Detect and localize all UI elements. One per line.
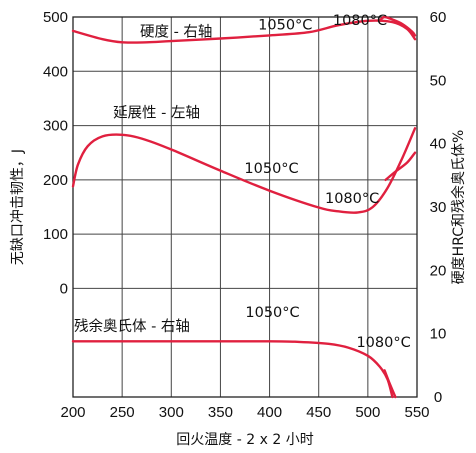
y-right-axis-label: 硬度HRC和残余奥氏体% (450, 130, 467, 285)
annotation-label: 1080°C (356, 335, 410, 351)
y-right-tick-label: 10 (430, 326, 447, 343)
annotation-label: 残余奥氏体 - 右轴 (74, 317, 190, 335)
series-line (71, 127, 417, 214)
y-left-axis-label: 无缺口冲击韧性，J (10, 149, 26, 265)
annotation-label: 1050°C (245, 305, 299, 321)
x-tick-label: 250 (110, 404, 135, 421)
y-left-tick-label: 200 (43, 172, 68, 189)
y-right-tick-label: 50 (430, 72, 447, 89)
x-tick-label: 500 (355, 404, 380, 421)
x-tick-label: 350 (208, 404, 233, 421)
annotation-label: 延展性 - 左轴 (113, 105, 200, 122)
x-tick-label: 450 (306, 404, 331, 421)
y-left-tick-label: 400 (43, 63, 68, 80)
y-left-tick-label: 0 (60, 280, 68, 297)
x-axis-label: 回火温度 - 2 x 2 小时 (176, 432, 313, 448)
x-tick-label: 200 (60, 404, 85, 421)
plot-frame (72, 16, 418, 398)
curves (71, 15, 417, 399)
y-left-tick-label: 500 (43, 9, 68, 26)
series-line (379, 15, 417, 37)
y-left-tick-label: 100 (43, 226, 68, 243)
annotation-label: 1080°C (325, 191, 379, 207)
x-tick-label: 300 (159, 404, 184, 421)
annotations: 硬度 - 右轴 1050°C 1080°C 延展性 - 左轴 1050°C 1080°C 残… (74, 13, 411, 351)
annotation-label: 1050°C (258, 18, 312, 34)
annotation-label: 硬度 - 右轴 (140, 24, 212, 41)
series-line (71, 19, 417, 44)
series-line (384, 151, 417, 182)
y-left-tick-label: 300 (43, 118, 68, 135)
y-right-tick-label: 40 (430, 136, 447, 153)
y-right-tick-label: 0 (434, 389, 442, 406)
tick-labels: 200 250 300 350 400 450 500 5505004003002001000… (43, 9, 446, 421)
x-tick-label: 550 (404, 404, 429, 421)
series-line (71, 340, 394, 399)
x-tick-label: 400 (257, 404, 282, 421)
y-right-tick-label: 30 (430, 199, 447, 216)
y-right-tick-label: 20 (430, 262, 447, 279)
series-line (383, 369, 397, 399)
annotation-label: 1080°C (333, 13, 387, 29)
annotation-label: 1050°C (244, 161, 298, 177)
y-right-tick-label: 60 (430, 9, 447, 26)
